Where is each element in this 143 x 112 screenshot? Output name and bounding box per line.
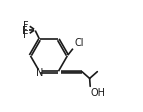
Text: OH: OH [91,87,106,97]
Text: Cl: Cl [74,38,84,48]
Text: F: F [23,30,28,40]
Text: F: F [22,26,28,35]
Text: N: N [36,67,43,77]
Text: F: F [23,21,28,31]
